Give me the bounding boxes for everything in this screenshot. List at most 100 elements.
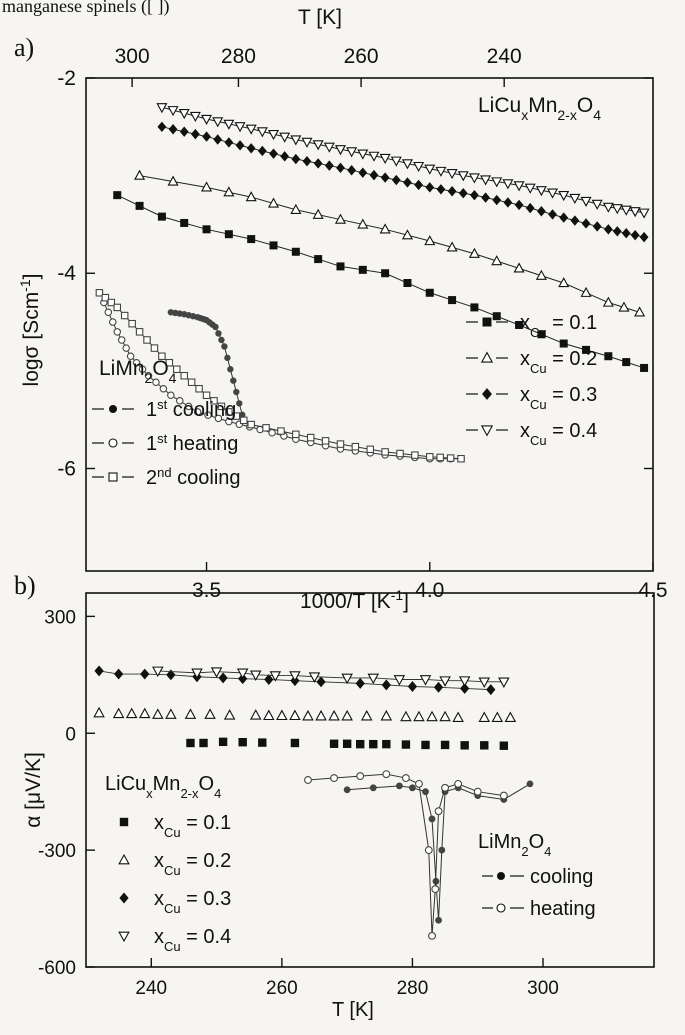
data-point bbox=[452, 711, 464, 722]
data-point bbox=[269, 148, 278, 159]
data-point bbox=[367, 673, 380, 685]
panel-a-limn2o4-label: LiMn2O4 bbox=[99, 357, 177, 386]
data-point bbox=[436, 453, 444, 462]
data-point bbox=[213, 134, 223, 145]
data-point bbox=[267, 197, 280, 208]
data-point bbox=[369, 739, 378, 749]
data-point bbox=[341, 709, 353, 721]
data-point bbox=[514, 199, 524, 211]
data-point bbox=[381, 269, 390, 278]
data-point bbox=[247, 235, 256, 244]
data-point bbox=[369, 784, 377, 792]
data-point bbox=[515, 320, 524, 329]
data-point bbox=[263, 709, 275, 721]
legend-marker bbox=[482, 317, 492, 327]
data-point bbox=[227, 366, 234, 373]
limn2o4-2nd-cooling bbox=[95, 289, 465, 463]
data-point bbox=[236, 668, 249, 680]
data-point bbox=[113, 328, 122, 336]
data-point bbox=[267, 129, 280, 141]
data-point bbox=[336, 162, 345, 174]
data-point bbox=[199, 738, 208, 748]
data-point bbox=[441, 783, 450, 792]
data-point bbox=[622, 358, 631, 367]
data-point bbox=[341, 673, 353, 685]
top-tick-label: 280 bbox=[221, 45, 256, 68]
data-point bbox=[604, 352, 613, 361]
data-point bbox=[480, 175, 492, 186]
data-point bbox=[559, 339, 568, 348]
data-point bbox=[113, 191, 122, 200]
data-point bbox=[221, 343, 228, 350]
data-point bbox=[569, 193, 581, 205]
data-point bbox=[138, 365, 147, 373]
data-point bbox=[393, 675, 406, 686]
data-point bbox=[101, 293, 110, 302]
data-point bbox=[446, 241, 458, 252]
data-point bbox=[486, 684, 496, 696]
data-point bbox=[122, 344, 130, 352]
data-point bbox=[232, 412, 241, 420]
data-point bbox=[634, 306, 646, 317]
limn2o4-1st-cooling bbox=[167, 309, 246, 419]
legend-label: xCu = 0.3 bbox=[520, 384, 597, 412]
data-point bbox=[503, 197, 513, 208]
data-point bbox=[612, 226, 622, 237]
data-point bbox=[218, 737, 228, 747]
data-point bbox=[262, 424, 270, 432]
data-point bbox=[204, 411, 212, 419]
x-tick-label: 3.5 bbox=[192, 579, 221, 602]
data-point bbox=[201, 181, 213, 192]
legend-marker bbox=[496, 903, 506, 913]
data-point bbox=[356, 739, 365, 749]
data-point bbox=[223, 186, 235, 197]
data-point bbox=[140, 668, 150, 680]
legend-label: xCu = 0.1 bbox=[154, 812, 231, 840]
data-point bbox=[639, 231, 649, 243]
data-point bbox=[215, 330, 222, 337]
data-point bbox=[314, 255, 323, 264]
data-point bbox=[152, 666, 164, 678]
panel-a-compound-label: LiCuxMn2-xO4 bbox=[478, 94, 601, 123]
data-point bbox=[421, 740, 430, 750]
data-point bbox=[223, 709, 236, 720]
data-point bbox=[201, 114, 213, 125]
y-tick-label: -300 bbox=[38, 841, 76, 862]
data-point bbox=[346, 147, 358, 158]
x-tick-label: 300 bbox=[527, 978, 559, 999]
panel-a-frame bbox=[85, 77, 654, 572]
data-point bbox=[104, 308, 113, 317]
series-line bbox=[307, 773, 504, 936]
y-tick-label: 300 bbox=[44, 607, 76, 628]
data-point bbox=[602, 202, 614, 213]
data-point bbox=[292, 430, 300, 439]
data-point bbox=[178, 108, 190, 120]
data-point bbox=[245, 191, 257, 202]
x-tick-label: 4.0 bbox=[415, 579, 444, 602]
series-xcu-0-4 bbox=[152, 666, 510, 689]
data-point bbox=[167, 391, 175, 400]
data-point bbox=[526, 780, 534, 788]
data-point bbox=[395, 782, 403, 790]
data-point bbox=[143, 336, 151, 344]
data-point bbox=[446, 169, 458, 180]
data-point bbox=[439, 676, 451, 687]
data-point bbox=[396, 449, 404, 458]
legend-marker bbox=[482, 388, 492, 400]
panel-b-limn2o4-label: LiMn2O4 bbox=[478, 831, 551, 859]
data-point bbox=[415, 779, 423, 788]
panel-b-xlabel: T [K] bbox=[332, 999, 374, 1021]
data-point bbox=[499, 741, 509, 750]
data-point bbox=[93, 706, 105, 718]
data-point bbox=[536, 206, 546, 217]
data-point bbox=[382, 770, 391, 779]
data-point bbox=[184, 402, 193, 411]
legend-label: 1st heating bbox=[146, 431, 238, 456]
data-point bbox=[150, 344, 159, 352]
legend-marker bbox=[108, 438, 118, 448]
data-point bbox=[218, 672, 228, 684]
data-point bbox=[257, 145, 267, 157]
data-point bbox=[218, 336, 225, 344]
data-point bbox=[289, 671, 301, 682]
data-point bbox=[277, 427, 285, 435]
